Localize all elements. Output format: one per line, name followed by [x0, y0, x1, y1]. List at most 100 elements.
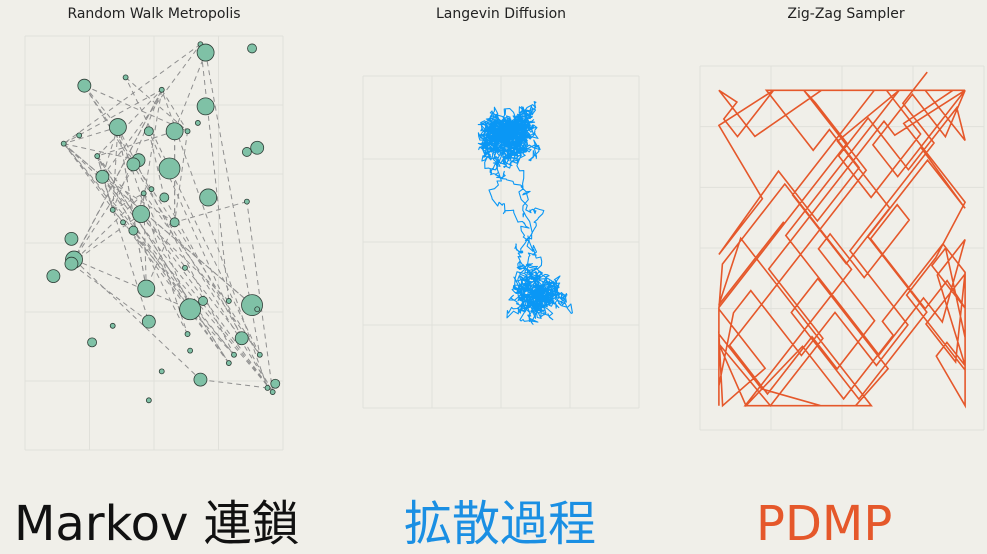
- proposal-path: [189, 308, 235, 356]
- proposal-path: [63, 143, 139, 161]
- sample-point: [132, 205, 151, 223]
- sample-point: [231, 351, 237, 358]
- sample-point: [247, 43, 257, 54]
- sample-point: [145, 397, 152, 404]
- proposal-path: [199, 44, 230, 302]
- caption-markov-chain: Markov 連鎖: [14, 496, 300, 552]
- sample-point: [196, 97, 215, 116]
- diffusion-trajectory: [477, 101, 573, 325]
- sample-point: [241, 147, 252, 157]
- proposal-path: [101, 176, 150, 322]
- proposal-path: [140, 89, 163, 215]
- proposal-path: [125, 77, 188, 132]
- proposal-path: [73, 89, 163, 260]
- sample-point: [64, 256, 79, 271]
- proposal-path: [63, 143, 230, 302]
- sample-point: [143, 126, 154, 137]
- sample-point: [199, 188, 218, 207]
- proposal-path: [161, 89, 268, 389]
- proposal-path: [63, 143, 235, 356]
- sample-point: [148, 186, 155, 193]
- sample-point: [109, 322, 116, 329]
- caption-pdmp: PDMP: [756, 496, 893, 552]
- sample-point: [77, 78, 92, 93]
- sample-point: [225, 298, 232, 304]
- proposal-path: [63, 143, 258, 310]
- proposal-path: [96, 89, 163, 157]
- sample-point: [46, 269, 61, 284]
- sample-point: [225, 360, 232, 366]
- proposal-path: [200, 379, 268, 389]
- proposal-path: [174, 201, 248, 223]
- proposal-path: [63, 43, 201, 145]
- sample-point: [184, 331, 191, 337]
- chart-title-rwm: Random Walk Metropolis: [67, 6, 241, 22]
- sample-point: [187, 347, 194, 354]
- sample-point: [87, 337, 97, 348]
- sample-point: [165, 122, 184, 141]
- sample-point: [109, 206, 116, 213]
- proposal-path: [161, 89, 188, 132]
- chart-zigzag: [699, 65, 985, 431]
- sample-point: [269, 389, 276, 395]
- sample-point: [234, 331, 249, 346]
- sample-point: [76, 132, 83, 139]
- sample-point: [128, 225, 139, 236]
- proposal-path: [143, 193, 191, 310]
- zigzag-trajectory: [717, 71, 967, 409]
- sample-point: [137, 279, 156, 298]
- proposal-path: [102, 176, 274, 393]
- proposal-path: [148, 131, 165, 198]
- proposal-path: [73, 159, 139, 260]
- sample-point: [94, 153, 101, 159]
- chart-title-langevin: Langevin Diffusion: [435, 6, 567, 22]
- proposal-path: [101, 43, 201, 178]
- proposal-path: [112, 192, 144, 211]
- sample-point: [194, 120, 201, 126]
- proposal-path: [112, 127, 119, 210]
- sample-point: [158, 86, 165, 93]
- proposal-path: [71, 192, 145, 265]
- sample-point: [95, 169, 110, 184]
- sample-point: [140, 190, 147, 197]
- proposal-path: [117, 126, 147, 289]
- proposal-path: [143, 193, 147, 289]
- proposal-path: [71, 263, 150, 323]
- sample-point: [169, 217, 180, 228]
- proposal-path: [73, 259, 201, 380]
- sample-point: [198, 296, 208, 306]
- sample-point: [64, 231, 79, 246]
- sample-point: [60, 140, 67, 147]
- sample-point: [182, 264, 188, 271]
- proposal-path: [112, 89, 163, 211]
- sample-point: [158, 368, 165, 375]
- proposal-path: [96, 155, 188, 335]
- sample-point: [126, 157, 141, 172]
- sample-point: [254, 306, 261, 313]
- proposal-path: [73, 259, 191, 310]
- caption-diffusion-process: 拡散過程: [404, 496, 597, 552]
- proposal-path: [70, 89, 163, 264]
- sample-point: [270, 378, 281, 389]
- sample-point: [184, 128, 191, 135]
- sample-point: [196, 43, 215, 62]
- sample-point: [141, 314, 156, 329]
- proposal-path: [97, 130, 175, 157]
- sample-point: [120, 219, 126, 226]
- proposal-path: [96, 155, 230, 364]
- sample-point: [122, 74, 129, 81]
- sample-point: [250, 140, 265, 155]
- sample-point: [264, 384, 271, 391]
- proposal-path: [132, 230, 230, 364]
- chart-title-zigzag: Zig-Zag Sampler: [787, 6, 905, 22]
- sample-point: [243, 198, 250, 205]
- chart-langevin: [362, 75, 640, 409]
- sample-point: [179, 298, 202, 321]
- sample-point: [108, 118, 127, 136]
- proposal-path: [174, 131, 189, 223]
- sample-point: [158, 157, 181, 180]
- sample-point: [193, 372, 208, 387]
- proposal-path: [163, 197, 274, 393]
- proposal-path: [143, 193, 261, 356]
- sample-point: [159, 192, 170, 203]
